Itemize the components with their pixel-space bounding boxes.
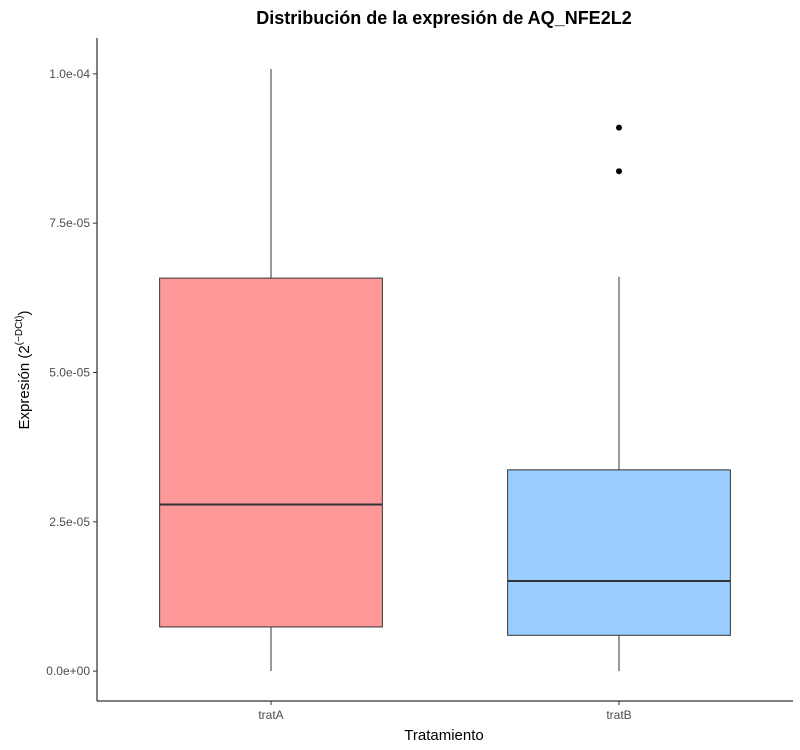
chart-title: Distribución de la expresión de AQ_NFE2L… [256,8,631,28]
y-tick-label: 0.0e+00 [46,664,90,678]
x-tick-label: tratA [258,708,283,722]
y-axis-ticks: 0.0e+00 2.5e-05 5.0e-05 7.5e-05 1.0e-04 [46,67,97,678]
x-axis-title: Tratamiento [404,727,483,744]
box-rect [159,277,383,628]
y-tick-label: 2.5e-05 [49,515,90,529]
y-axis-title-close: ) [16,311,33,316]
y-tick-label: 5.0e-05 [49,365,90,379]
y-tick-label: 7.5e-05 [49,216,90,230]
box-rect [507,469,731,636]
x-tick-label: tratB [606,708,631,722]
x-axis-ticks: tratA tratB [258,701,632,722]
outlier-point [616,124,622,131]
y-axis-title-main: Expresión (2 [16,345,33,429]
plot-area [159,69,731,672]
y-tick-label: 1.0e-04 [49,67,90,81]
box-tratA [159,69,383,672]
box-tratB [507,124,731,672]
y-axis-title-superscript: (−DCt) [14,316,25,346]
y-axis-title: Expresión (2(−DCt)) [14,311,33,430]
outlier-point [616,168,622,175]
